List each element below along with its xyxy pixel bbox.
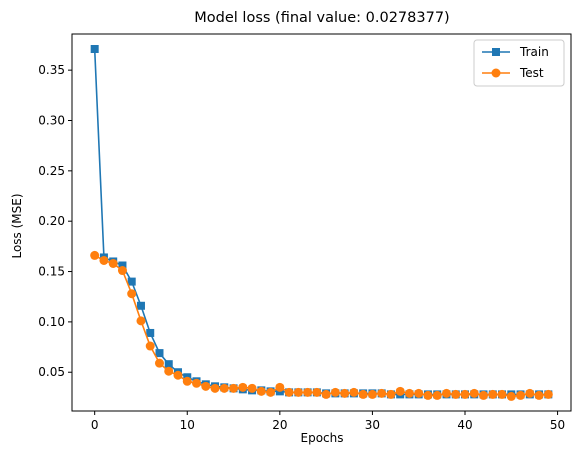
data-point-test <box>404 388 414 398</box>
data-point-test <box>534 390 544 400</box>
data-point-test <box>266 387 276 397</box>
x-tick-label: 0 <box>91 418 99 432</box>
data-point-test <box>479 390 489 400</box>
data-point-train <box>164 360 173 369</box>
data-point-train <box>90 45 99 54</box>
data-point-test <box>127 289 137 299</box>
data-point-train <box>127 277 136 286</box>
data-point-test <box>182 376 192 386</box>
data-point-test <box>441 388 451 398</box>
data-point-test <box>395 386 405 396</box>
data-point-test <box>154 358 164 368</box>
data-point-test <box>414 388 424 398</box>
data-point-test <box>543 389 553 399</box>
data-point-train <box>136 301 145 310</box>
data-point-test <box>117 266 127 276</box>
data-point-test <box>367 389 377 399</box>
data-point-test <box>525 388 535 398</box>
data-point-test <box>247 383 257 393</box>
chart-title: Model loss (final value: 0.0278377) <box>194 10 449 26</box>
data-point-test <box>293 387 303 397</box>
legend: Train Test <box>473 39 565 87</box>
data-point-test <box>497 389 507 399</box>
data-point-test <box>145 341 155 351</box>
data-point-train <box>146 328 155 337</box>
legend-label-train: Train <box>519 45 549 59</box>
data-point-train <box>118 261 127 270</box>
data-point-test <box>164 366 174 376</box>
x-tick-label: 50 <box>550 418 565 432</box>
x-tick-label: 20 <box>272 418 287 432</box>
data-point-test <box>321 389 331 399</box>
y-tick-label: 0.15 <box>38 265 65 279</box>
legend-marker-test <box>491 68 501 78</box>
data-point-test <box>340 388 350 398</box>
data-point-test <box>108 258 118 268</box>
data-point-test <box>349 387 359 397</box>
x-axis-label: Epochs <box>301 431 344 445</box>
data-point-test <box>210 383 220 393</box>
data-point-test <box>377 388 387 398</box>
y-axis-label: Loss (MSE) <box>10 193 24 258</box>
y-tick-label: 0.30 <box>38 113 65 127</box>
data-point-test <box>256 386 266 396</box>
data-point-test <box>238 382 248 392</box>
data-point-test <box>303 387 313 397</box>
legend-box <box>473 39 565 87</box>
data-point-test <box>312 387 322 397</box>
data-point-test <box>219 383 229 393</box>
data-point-test <box>136 316 146 326</box>
data-point-test <box>275 382 285 392</box>
data-point-test <box>173 370 183 380</box>
data-point-test <box>90 250 100 260</box>
data-point-train <box>155 349 164 358</box>
series-line-train <box>93 48 549 396</box>
x-tick-label: 30 <box>365 418 380 432</box>
data-point-test <box>201 381 211 391</box>
data-point-test <box>192 378 202 388</box>
y-tick-label: 0.25 <box>38 164 65 178</box>
data-point-test <box>451 389 461 399</box>
y-tick-label: 0.05 <box>38 365 65 379</box>
data-point-test <box>386 389 396 399</box>
axes-frame <box>71 33 572 412</box>
series-line-test <box>94 254 549 398</box>
data-point-test <box>432 390 442 400</box>
data-point-test <box>516 390 526 400</box>
x-axis-ticks: 0 10 20 30 40 50 <box>91 411 565 432</box>
data-point-test <box>330 387 340 397</box>
data-point-test <box>99 255 109 265</box>
data-point-test <box>506 391 516 401</box>
data-point-test <box>229 383 239 393</box>
y-tick-label: 0.35 <box>38 63 65 77</box>
x-tick-label: 10 <box>180 418 195 432</box>
y-tick-label: 0.10 <box>38 315 65 329</box>
legend-marker-train <box>492 48 500 56</box>
y-axis-ticks: 0.05 0.10 0.15 0.20 0.25 0.30 0.35 <box>38 63 72 379</box>
x-tick-label: 40 <box>457 418 472 432</box>
data-point-test <box>488 389 498 399</box>
plot-area <box>71 33 572 412</box>
data-point-test <box>469 388 479 398</box>
data-point-test <box>358 389 368 399</box>
data-point-test <box>284 387 294 397</box>
data-point-test <box>423 390 433 400</box>
data-point-test <box>460 389 470 399</box>
legend-label-test: Test <box>519 66 544 80</box>
y-tick-label: 0.20 <box>38 214 65 228</box>
